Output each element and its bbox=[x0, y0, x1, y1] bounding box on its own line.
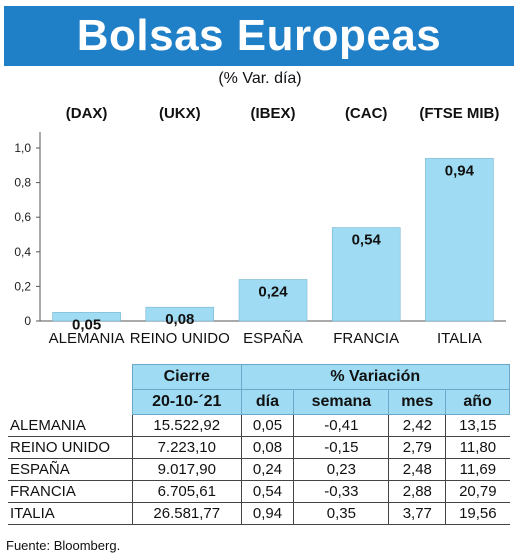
cell-dia: 0,94 bbox=[241, 502, 295, 525]
cell-semana: 0,35 bbox=[293, 502, 390, 525]
cell-ano: 20,79 bbox=[445, 480, 510, 503]
table-row: ALEMANIA 15.522,92 0,05 -0,41 2,42 13,15 bbox=[8, 414, 510, 437]
y-tick-label: 0,6 bbox=[14, 210, 31, 224]
header-semana: semana bbox=[293, 389, 390, 415]
cell-semana: 0,23 bbox=[293, 458, 390, 481]
header-ano: año bbox=[445, 389, 510, 415]
cell-ano: 11,80 bbox=[445, 436, 510, 459]
index-label: (IBEX) bbox=[251, 105, 296, 122]
source-note: Fuente: Bloomberg. bbox=[6, 538, 121, 553]
cell-semana: -0,41 bbox=[293, 414, 390, 437]
cell-name: ESPAÑA bbox=[8, 458, 133, 481]
index-label: (FTSE MIB) bbox=[419, 105, 499, 122]
bar bbox=[331, 227, 401, 322]
category-label: ESPAÑA bbox=[243, 330, 303, 347]
header-date: 20-10-´21 bbox=[132, 389, 242, 415]
header-cierre: Cierre bbox=[132, 364, 242, 390]
title-banner: Bolsas Europeas bbox=[4, 6, 514, 66]
bar bbox=[425, 158, 494, 322]
table-body: ALEMANIA 15.522,92 0,05 -0,41 2,42 13,15 REINO… bbox=[8, 414, 510, 525]
y-tick-label: 0,2 bbox=[14, 279, 31, 293]
y-tick-label: 1,0 bbox=[14, 141, 31, 155]
bar bbox=[52, 312, 121, 322]
cell-dia: 0,24 bbox=[241, 458, 295, 481]
bar-chart: 0 0,2 0,4 0,6 0,8 1,0 0,05 (DAX) ALEMANIA 0,08 (UK… bbox=[14, 105, 506, 347]
bar bbox=[238, 279, 308, 322]
cell-cierre: 6.705,61 bbox=[132, 480, 242, 503]
cell-semana: -0,33 bbox=[293, 480, 390, 503]
cell-name: ITALIA bbox=[8, 502, 133, 525]
header-dia: día bbox=[240, 389, 295, 415]
cell-semana: -0,15 bbox=[293, 436, 390, 459]
cell-ano: 11,69 bbox=[445, 458, 510, 481]
category-label: FRANCIA bbox=[333, 330, 399, 347]
bar-value-label: 0,08 bbox=[165, 311, 194, 328]
cell-dia: 0,05 bbox=[241, 414, 295, 437]
cell-cierre: 7.223,10 bbox=[132, 436, 242, 459]
header-variacion: % Variación bbox=[240, 364, 511, 390]
y-tick-label: 0,4 bbox=[14, 245, 31, 259]
y-tick-label: 0 bbox=[24, 314, 31, 328]
table-row: FRANCIA 6.705,61 0,54 -0,33 2,88 20,79 bbox=[8, 480, 510, 503]
cell-ano: 13,15 bbox=[445, 414, 510, 437]
table-row: ITALIA 26.581,77 0,94 0,35 3,77 19,56 bbox=[8, 502, 510, 525]
stock-table: Cierre % Variación 20-10-´21 día semana … bbox=[8, 364, 511, 525]
header-blank-2 bbox=[8, 389, 133, 415]
bar-value-label: 0,94 bbox=[445, 162, 475, 179]
bar-value-label: 0,05 bbox=[72, 316, 101, 333]
cell-mes: 2,79 bbox=[388, 436, 447, 459]
table-row: REINO UNIDO 7.223,10 0,08 -0,15 2,79 11,80 bbox=[8, 436, 510, 459]
bar-value-label: 0,24 bbox=[258, 283, 288, 300]
cell-name: ALEMANIA bbox=[8, 414, 133, 437]
y-tick-label: 0,8 bbox=[14, 176, 31, 190]
category-label: ALEMANIA bbox=[49, 330, 125, 347]
header-mes: mes bbox=[388, 389, 447, 415]
bar bbox=[145, 306, 215, 322]
cell-mes: 2,88 bbox=[388, 480, 447, 503]
stock-table-container: Cierre % Variación 20-10-´21 día semana … bbox=[8, 364, 511, 525]
cell-dia: 0,08 bbox=[241, 436, 295, 459]
index-label: (DAX) bbox=[66, 105, 108, 122]
cell-mes: 3,77 bbox=[388, 502, 447, 525]
bar-value-label: 0,54 bbox=[352, 232, 382, 249]
chart-subtitle: (% Var. día) bbox=[218, 70, 302, 87]
cell-mes: 2,42 bbox=[388, 414, 447, 437]
category-label: ITALIA bbox=[437, 330, 482, 347]
cell-cierre: 26.581,77 bbox=[132, 502, 242, 525]
cell-cierre: 15.522,92 bbox=[132, 414, 242, 437]
cell-name: FRANCIA bbox=[8, 480, 133, 503]
cell-mes: 2,48 bbox=[388, 458, 447, 481]
cell-name: REINO UNIDO bbox=[8, 436, 133, 459]
cell-ano: 19,56 bbox=[445, 502, 510, 525]
index-label: (UKX) bbox=[159, 105, 201, 122]
index-label: (CAC) bbox=[345, 105, 388, 122]
category-label: REINO UNIDO bbox=[130, 330, 230, 347]
header-blank bbox=[8, 364, 133, 390]
cell-dia: 0,54 bbox=[241, 480, 295, 503]
cell-cierre: 9.017,90 bbox=[132, 458, 242, 481]
table-row: ESPAÑA 9.017,90 0,24 0,23 2,48 11,69 bbox=[8, 458, 510, 481]
